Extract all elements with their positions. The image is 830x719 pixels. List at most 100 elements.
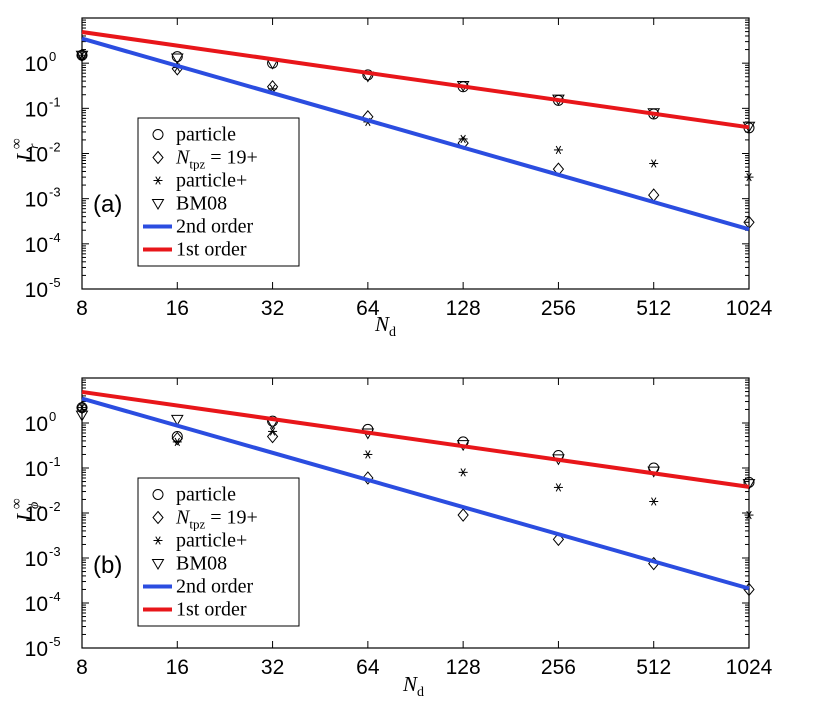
x-tick-label: 512 (636, 297, 671, 320)
y-axis-label-main: L (12, 149, 36, 162)
legend-item-n-tpz-19: Ntpz = 19+ (152, 147, 258, 172)
y-tick-exponent: -3 (49, 185, 61, 200)
x-axis-label-sub: d (417, 685, 424, 700)
asterisk-stroke (460, 468, 466, 477)
legend-label: particle (176, 484, 236, 506)
y-axis-label-sub: ϕ (27, 502, 42, 509)
y-tick-exponent: -5 (49, 275, 61, 290)
fit-line-1st-order (81, 389, 750, 489)
x-tick-label: 512 (636, 656, 671, 679)
legend-item-2nd-order: 2nd order (143, 576, 254, 598)
data-point-asterisk (649, 497, 659, 506)
x-axis-label-sub: d (389, 325, 396, 340)
data-point-asterisk (458, 468, 468, 477)
x-tick-label: 8 (76, 297, 88, 320)
y-axis-label: L∞ ϕ (9, 498, 42, 522)
y-tick-exponent: -3 (49, 544, 61, 559)
x-tick-label: 64 (356, 656, 380, 679)
asterisk-stroke (555, 483, 562, 492)
y-tick-label: 10 (25, 53, 48, 76)
x-tick-label: 32 (261, 656, 284, 679)
legend-label-main: N (175, 507, 191, 529)
data-point-asterisk (744, 510, 754, 520)
data-point-diamond (457, 508, 469, 522)
data-point-asterisk (553, 483, 563, 492)
legend-marker-triangle (151, 199, 165, 210)
series-bm08 (75, 410, 756, 491)
legend-marker-circle (152, 129, 164, 140)
asterisk-stroke (155, 176, 161, 185)
x-axis-label-main: N (402, 672, 418, 696)
y-tick-label: 10 (25, 98, 48, 121)
x-tick-label: 32 (261, 297, 284, 320)
y-tick-exponent: -5 (49, 634, 61, 649)
asterisk-stroke (174, 437, 180, 447)
data-point-diamond (552, 532, 565, 547)
asterisk-stroke (79, 403, 85, 412)
legend-label: 1st order (176, 599, 247, 621)
y-tick-label: 10 (25, 638, 48, 661)
legend-label-rest: = 19+ (205, 147, 258, 169)
y-tick-base: 10 (25, 638, 48, 661)
legend-label-rest: = 19+ (205, 507, 258, 529)
asterisk-stroke (460, 134, 466, 144)
legend-marker-diamond (152, 150, 164, 165)
legend-item-particle: particle+ (153, 170, 247, 192)
data-point-diamond (362, 471, 374, 485)
series-1st-order (81, 30, 750, 130)
y-tick-label: 10 (25, 189, 48, 212)
y-tick-exponent: 0 (49, 409, 56, 424)
data-point-asterisk (553, 145, 563, 155)
data-point-asterisk (77, 403, 87, 412)
y-tick-exponent: 0 (49, 49, 56, 64)
data-point-circle (171, 51, 183, 63)
legend-item-n-tpz-19: Ntpz = 19+ (152, 507, 258, 532)
fit-line-2nd-order (81, 396, 750, 591)
y-axis-label-sub: r (27, 143, 42, 149)
data-point-asterisk (172, 437, 182, 447)
y-tick-label: 10 (25, 279, 48, 302)
y-tick-base: 10 (25, 458, 48, 481)
legend-item-1st-order: 1st order (143, 599, 247, 621)
y-tick-base: 10 (25, 503, 48, 526)
asterisk-stroke (746, 172, 752, 182)
asterisk-stroke (651, 497, 657, 506)
y-tick-base: 10 (25, 53, 48, 76)
data-point-triangle (742, 479, 756, 491)
data-point-triangle (75, 50, 89, 62)
y-tick-exponent: -2 (49, 140, 61, 155)
data-point-asterisk (649, 159, 659, 168)
asterisk-stroke (555, 145, 562, 155)
y-axis-label-main: L (12, 509, 36, 522)
chart-panel-2: 10 010 -110 -210 -310 -410 -58 16 32 64 128 256 512 1… (9, 377, 773, 700)
fit-line-1st-order (81, 30, 750, 130)
chart-panel-1: 10 010 -110 -210 -310 -410 -58 16 32 64 128 256 512 1… (9, 17, 773, 340)
x-axis-label: Nd (374, 312, 396, 340)
legend-marker-triangle (151, 559, 165, 570)
x-tick-label: 16 (166, 297, 189, 320)
series-2nd-order (81, 396, 750, 591)
data-point-triangle (170, 414, 184, 426)
x-tick-label: 256 (541, 656, 576, 679)
legend-label: Ntpz = 19+ (175, 507, 258, 532)
panel-label: (a) (93, 191, 122, 218)
y-axis-label-sup: ∞ (9, 138, 25, 149)
asterisk-stroke (155, 536, 161, 545)
y-tick-exponent: -1 (49, 454, 61, 469)
legend-item-bm08: BM08 (151, 553, 227, 575)
panel-label: (b) (93, 552, 122, 579)
legend-marker-asterisk (153, 176, 163, 185)
x-tick-label: 16 (166, 656, 189, 679)
legend-box (137, 477, 300, 627)
data-point-diamond (76, 400, 88, 415)
data-point-asterisk (458, 134, 468, 144)
legend-label: 2nd order (176, 576, 254, 598)
y-tick-label: 10 (25, 144, 48, 167)
data-point-circle (743, 476, 755, 488)
fit-line-2nd-order (81, 36, 750, 232)
data-point-asterisk (744, 172, 754, 182)
legend-marker-asterisk (153, 536, 163, 545)
legend-item-1st-order: 1st order (143, 239, 247, 261)
